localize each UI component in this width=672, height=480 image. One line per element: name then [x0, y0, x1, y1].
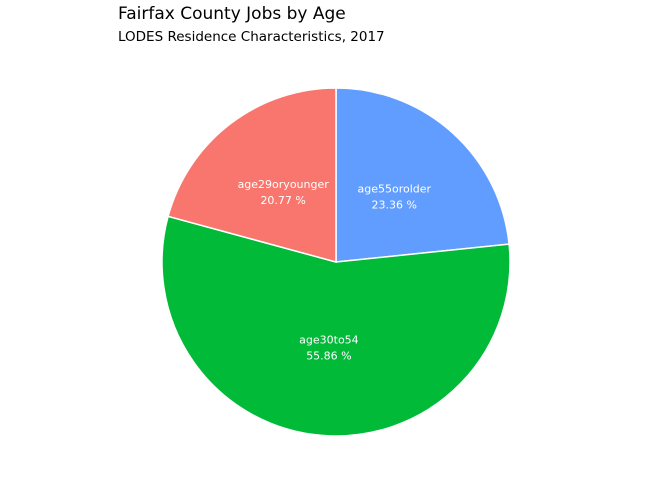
slice-label-age29oryounger: age29oryounger [238, 178, 330, 191]
chart-title: Fairfax County Jobs by Age [118, 4, 346, 24]
pie-slice-age55orolder [335, 87, 510, 263]
slice-label-age30to54: age30to54 [299, 334, 359, 347]
slice-percent-age29oryounger: 20.77 % [260, 194, 305, 207]
pie-slice-age30to54 [161, 215, 511, 437]
chart-subtitle: LODES Residence Characteristics, 2017 [118, 29, 385, 45]
slice-percent-age30to54: 55.86 % [306, 350, 351, 363]
slice-label-age55orolder: age55orolder [357, 182, 431, 195]
pie-slices [161, 87, 511, 437]
pie-slice-age29oryounger [167, 87, 337, 263]
slice-percent-age55orolder: 23.36 % [372, 198, 417, 211]
pie-labels: age55orolder 23.36 % age30to54 55.86 % age29… [238, 178, 432, 363]
